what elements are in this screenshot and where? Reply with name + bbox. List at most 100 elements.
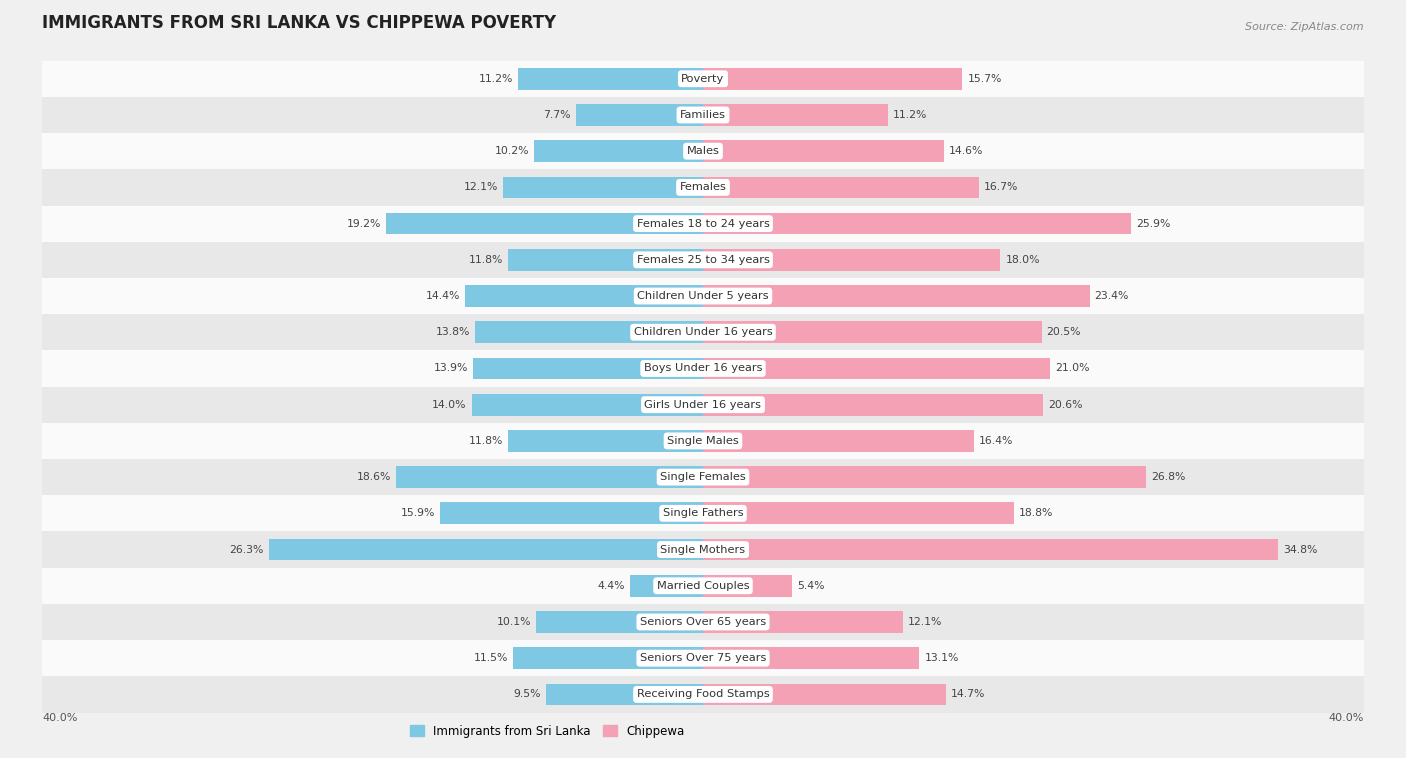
Bar	[534, 140, 703, 162]
Text: 13.8%: 13.8%	[436, 327, 470, 337]
Bar	[576, 104, 703, 126]
Text: 12.1%: 12.1%	[908, 617, 942, 627]
Bar	[508, 430, 703, 452]
Bar	[703, 647, 920, 669]
Bar	[703, 104, 889, 126]
Text: Females 25 to 34 years: Females 25 to 34 years	[637, 255, 769, 265]
Bar	[475, 321, 703, 343]
Text: 12.1%: 12.1%	[464, 183, 498, 193]
Text: Poverty: Poverty	[682, 74, 724, 83]
Bar	[465, 285, 703, 307]
Bar	[703, 611, 903, 633]
Bar	[503, 177, 703, 199]
Text: 40.0%: 40.0%	[1329, 713, 1364, 722]
Text: 11.8%: 11.8%	[468, 436, 503, 446]
Bar	[440, 503, 703, 525]
Bar	[703, 430, 974, 452]
Text: 10.2%: 10.2%	[495, 146, 530, 156]
Bar	[513, 647, 703, 669]
Bar	[703, 466, 1146, 488]
Text: 16.7%: 16.7%	[984, 183, 1018, 193]
Bar	[42, 387, 1364, 423]
Text: 23.4%: 23.4%	[1094, 291, 1129, 301]
Text: 9.5%: 9.5%	[513, 690, 541, 700]
Bar	[517, 68, 703, 89]
Bar	[42, 350, 1364, 387]
Text: Girls Under 16 years: Girls Under 16 years	[644, 399, 762, 409]
Text: 11.2%: 11.2%	[478, 74, 513, 83]
Text: 11.2%: 11.2%	[893, 110, 928, 120]
Text: 18.8%: 18.8%	[1018, 509, 1053, 518]
Bar	[474, 358, 703, 379]
Bar	[42, 531, 1364, 568]
Bar	[42, 97, 1364, 133]
Bar	[42, 495, 1364, 531]
Bar	[703, 394, 1043, 415]
Text: Single Mothers: Single Mothers	[661, 544, 745, 555]
Text: 19.2%: 19.2%	[346, 218, 381, 229]
Text: 18.0%: 18.0%	[1005, 255, 1040, 265]
Text: Seniors Over 65 years: Seniors Over 65 years	[640, 617, 766, 627]
Bar	[42, 133, 1364, 169]
Bar	[42, 61, 1364, 97]
Bar	[42, 676, 1364, 713]
Text: Males: Males	[686, 146, 720, 156]
Text: Boys Under 16 years: Boys Under 16 years	[644, 364, 762, 374]
Bar	[42, 314, 1364, 350]
Text: 5.4%: 5.4%	[797, 581, 825, 590]
Text: Families: Families	[681, 110, 725, 120]
Bar	[42, 278, 1364, 314]
Bar	[395, 466, 703, 488]
Bar	[703, 358, 1050, 379]
Text: 7.7%: 7.7%	[543, 110, 571, 120]
Text: 11.8%: 11.8%	[468, 255, 503, 265]
Bar	[703, 68, 962, 89]
Text: 26.3%: 26.3%	[229, 544, 263, 555]
Bar	[703, 684, 946, 705]
Bar	[703, 177, 979, 199]
Text: 14.6%: 14.6%	[949, 146, 984, 156]
Bar	[42, 242, 1364, 278]
Text: 10.1%: 10.1%	[496, 617, 531, 627]
Text: 11.5%: 11.5%	[474, 653, 508, 663]
Bar	[630, 575, 703, 597]
Text: 15.7%: 15.7%	[967, 74, 1001, 83]
Bar	[703, 503, 1014, 525]
Text: Females: Females	[679, 183, 727, 193]
Text: 20.5%: 20.5%	[1046, 327, 1081, 337]
Text: 20.6%: 20.6%	[1049, 399, 1083, 409]
Bar	[703, 321, 1042, 343]
Bar	[508, 249, 703, 271]
Bar	[42, 205, 1364, 242]
Text: Seniors Over 75 years: Seniors Over 75 years	[640, 653, 766, 663]
Bar	[703, 285, 1090, 307]
Text: 15.9%: 15.9%	[401, 509, 436, 518]
Text: 34.8%: 34.8%	[1282, 544, 1317, 555]
Text: 21.0%: 21.0%	[1054, 364, 1090, 374]
Text: 4.4%: 4.4%	[598, 581, 626, 590]
Text: Receiving Food Stamps: Receiving Food Stamps	[637, 690, 769, 700]
Legend: Immigrants from Sri Lanka, Chippewa: Immigrants from Sri Lanka, Chippewa	[405, 720, 689, 743]
Bar	[536, 611, 703, 633]
Bar	[42, 423, 1364, 459]
Text: 40.0%: 40.0%	[42, 713, 77, 722]
Text: Children Under 16 years: Children Under 16 years	[634, 327, 772, 337]
Text: Source: ZipAtlas.com: Source: ZipAtlas.com	[1246, 22, 1364, 32]
Bar	[42, 568, 1364, 604]
Text: 13.1%: 13.1%	[924, 653, 959, 663]
Bar	[546, 684, 703, 705]
Text: Single Males: Single Males	[666, 436, 740, 446]
Bar	[42, 604, 1364, 640]
Text: Females 18 to 24 years: Females 18 to 24 years	[637, 218, 769, 229]
Text: IMMIGRANTS FROM SRI LANKA VS CHIPPEWA POVERTY: IMMIGRANTS FROM SRI LANKA VS CHIPPEWA PO…	[42, 14, 557, 32]
Bar	[42, 459, 1364, 495]
Bar	[269, 539, 703, 560]
Text: Single Females: Single Females	[661, 472, 745, 482]
Bar	[703, 575, 792, 597]
Bar	[471, 394, 703, 415]
Text: 26.8%: 26.8%	[1150, 472, 1185, 482]
Bar	[703, 213, 1130, 234]
Text: 14.4%: 14.4%	[426, 291, 460, 301]
Text: 13.9%: 13.9%	[434, 364, 468, 374]
Text: 14.0%: 14.0%	[432, 399, 467, 409]
